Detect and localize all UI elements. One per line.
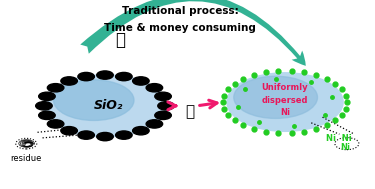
Circle shape xyxy=(116,131,132,139)
Circle shape xyxy=(146,84,163,92)
Text: Time & money consuming: Time & money consuming xyxy=(104,23,256,33)
Circle shape xyxy=(97,132,113,141)
Circle shape xyxy=(61,77,77,85)
Circle shape xyxy=(78,72,94,81)
Circle shape xyxy=(39,92,55,101)
Circle shape xyxy=(146,120,163,128)
Circle shape xyxy=(227,73,343,131)
Text: Traditional process:: Traditional process: xyxy=(122,6,238,16)
Circle shape xyxy=(78,131,94,139)
Text: 🐢: 🐢 xyxy=(115,31,125,49)
Circle shape xyxy=(47,120,64,128)
Text: Ni  Ni: Ni Ni xyxy=(327,134,352,143)
Text: 🐇: 🐇 xyxy=(185,104,194,119)
Circle shape xyxy=(133,127,149,135)
Circle shape xyxy=(61,127,77,135)
Circle shape xyxy=(97,71,113,79)
Circle shape xyxy=(158,102,174,110)
Circle shape xyxy=(54,80,134,120)
Text: Uniformly
dispersed
Ni: Uniformly dispersed Ni xyxy=(262,83,308,117)
Circle shape xyxy=(39,111,55,119)
Circle shape xyxy=(36,102,52,110)
Circle shape xyxy=(116,72,132,81)
Circle shape xyxy=(155,92,171,101)
Circle shape xyxy=(234,76,318,119)
Text: residue: residue xyxy=(10,154,42,163)
FancyArrowPatch shape xyxy=(80,0,306,66)
Circle shape xyxy=(155,111,171,119)
Circle shape xyxy=(133,77,149,85)
Text: SiO₂: SiO₂ xyxy=(94,99,123,112)
Text: Ni: Ni xyxy=(340,143,350,152)
Circle shape xyxy=(47,84,64,92)
Circle shape xyxy=(43,75,167,137)
